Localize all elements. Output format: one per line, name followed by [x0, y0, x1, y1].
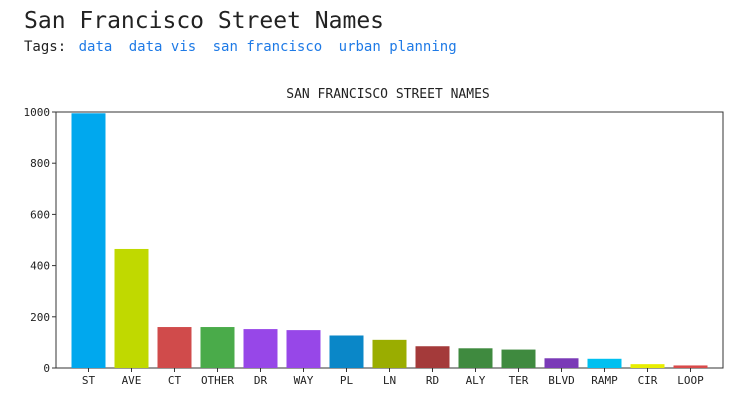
tag-link-data[interactable]: data [78, 39, 113, 55]
x-tick-label: TER [509, 374, 529, 387]
x-tick-label: LOOP [677, 374, 704, 387]
bars-group [71, 113, 708, 368]
tag-link-san-francisco[interactable]: san francisco [212, 39, 323, 55]
y-tick-label: 1000 [24, 106, 51, 119]
y-tick-label: 400 [30, 260, 50, 273]
bar-ln[interactable] [372, 339, 407, 368]
bar-ramp[interactable] [587, 358, 622, 368]
chart-title: SAN FRANCISCO STREET NAMES [286, 87, 490, 102]
bar-pl[interactable] [329, 335, 364, 368]
y-tick-label: 200 [30, 311, 50, 324]
bar-ct[interactable] [157, 327, 192, 368]
tag-link-data-vis[interactable]: data vis [128, 39, 197, 55]
bar-dr[interactable] [243, 329, 278, 368]
tags-label: Tags: [24, 39, 67, 55]
bar-aly[interactable] [458, 348, 493, 368]
bar-ave[interactable] [114, 248, 149, 368]
x-tick-label: OTHER [201, 374, 234, 387]
y-axis: 0 200 400 600 800 1000 [24, 106, 56, 375]
x-tick-label: RD [426, 374, 439, 387]
bar-loop[interactable] [673, 365, 708, 368]
bar-other[interactable] [200, 327, 235, 368]
y-tick-label: 600 [30, 208, 50, 221]
x-tick-label: WAY [294, 374, 314, 387]
x-tick-label: CIR [638, 374, 658, 387]
y-tick-label: 800 [30, 157, 50, 170]
x-tick-label: LN [383, 374, 396, 387]
bar-blvd[interactable] [544, 358, 579, 368]
bar-ter[interactable] [501, 349, 536, 368]
plot-area-frame [55, 111, 724, 369]
x-tick-label: BLVD [548, 374, 575, 387]
x-tick-label: DR [254, 374, 268, 387]
page-title: San Francisco Street Names [24, 8, 385, 34]
bar-way[interactable] [286, 330, 321, 368]
bar-rd[interactable] [415, 346, 450, 368]
bar-cir[interactable] [630, 364, 665, 368]
x-tick-label: RAMP [591, 374, 618, 387]
x-tick-label: CT [168, 374, 182, 387]
x-tick-label: ALY [466, 374, 486, 387]
x-axis: ST AVE CT OTHER DR WAY PL LN RD ALY TER BLVD RAMP CIR… [82, 368, 704, 387]
x-tick-label: PL [340, 374, 354, 387]
chart-container: SAN FRANCISCO STREET NAMES 0 200 400 600 800… [0, 78, 731, 402]
x-tick-label: ST [82, 374, 96, 387]
y-tick-label: 0 [43, 362, 50, 375]
x-tick-label: AVE [122, 374, 142, 387]
bar-chart: SAN FRANCISCO STREET NAMES 0 200 400 600 800… [24, 87, 724, 387]
tag-link-urban-planning[interactable]: urban planning [338, 39, 457, 55]
tags-row: Tags: data data vis san francisco urban … [24, 38, 465, 56]
bar-st[interactable] [71, 113, 106, 368]
